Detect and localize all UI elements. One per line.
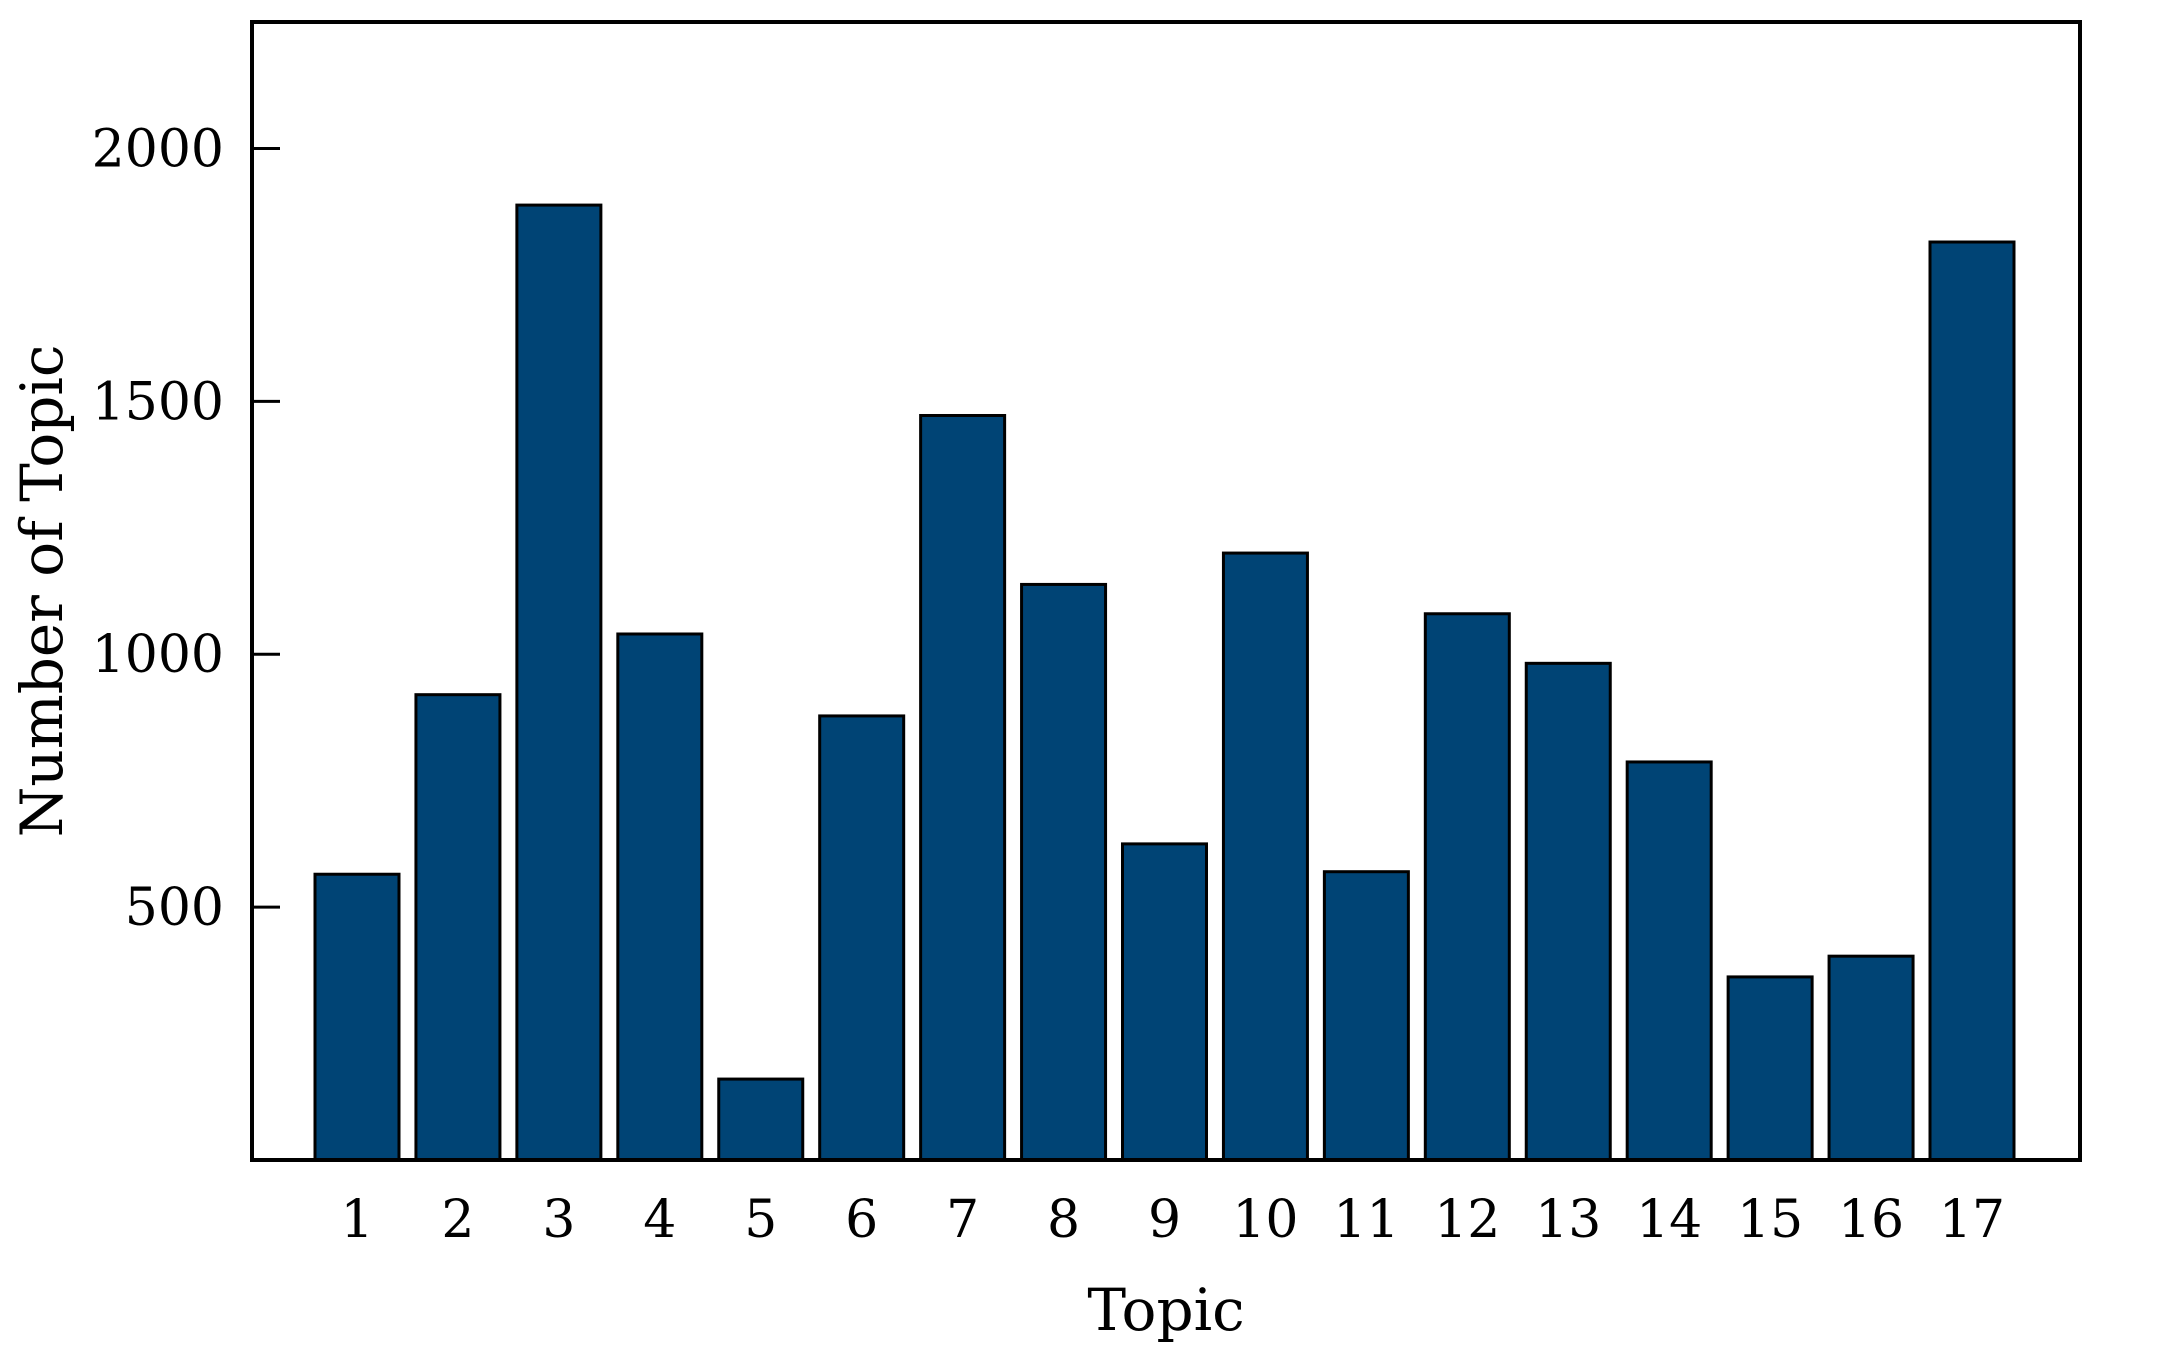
bar-topic-16 [1827,954,1915,1162]
bar-topic-12 [1423,612,1511,1162]
y-tick-label: 500 [125,878,224,938]
bar-topic-7 [919,413,1007,1162]
x-tick-label: 7 [946,1190,979,1250]
x-tick-label: 9 [1148,1190,1181,1250]
x-tick-label: 1 [340,1190,373,1250]
x-tick-label: 17 [1939,1190,2005,1250]
x-tick-label: 10 [1232,1190,1298,1250]
bar-topic-9 [1121,842,1208,1162]
x-tick-label: 8 [1047,1190,1080,1250]
x-tick-label: 12 [1434,1190,1500,1250]
x-tick-label: 3 [542,1190,575,1250]
x-tick-label: 15 [1737,1190,1803,1250]
bar-topic-10 [1221,551,1309,1162]
bar-topic-3 [515,203,603,1162]
x-tick-label: 11 [1333,1190,1399,1250]
y-axis-title: Number of Topic [8,345,76,838]
bar-topic-5 [717,1077,805,1162]
bar-topic-14 [1625,760,1713,1162]
x-tick-label: 13 [1535,1190,1601,1250]
y-tick-label: 1500 [92,372,224,432]
bar-topic-17 [1928,240,2016,1162]
x-axis-title: Topic [1087,1276,1244,1344]
bar-topic-13 [1524,661,1612,1162]
plot-frame [250,20,2082,1162]
bars-group [313,203,2016,1162]
y-tick-label: 2000 [92,119,224,179]
bar-topic-6 [818,714,906,1162]
bar-topic-4 [616,632,704,1162]
bar-topic-1 [313,872,401,1162]
x-tick-label: 2 [441,1190,474,1250]
x-tick-label: 16 [1838,1190,1904,1250]
x-tick-label: 6 [845,1190,878,1250]
y-tick-label: 1000 [92,625,224,685]
x-tick-label: 4 [643,1190,676,1250]
x-tick-label: 5 [744,1190,777,1250]
bar-topic-8 [1020,582,1108,1162]
bar-topic-15 [1726,975,1814,1162]
bar-topic-2 [414,693,502,1162]
bar-topic-11 [1322,870,1410,1162]
x-tick-label: 14 [1636,1190,1702,1250]
